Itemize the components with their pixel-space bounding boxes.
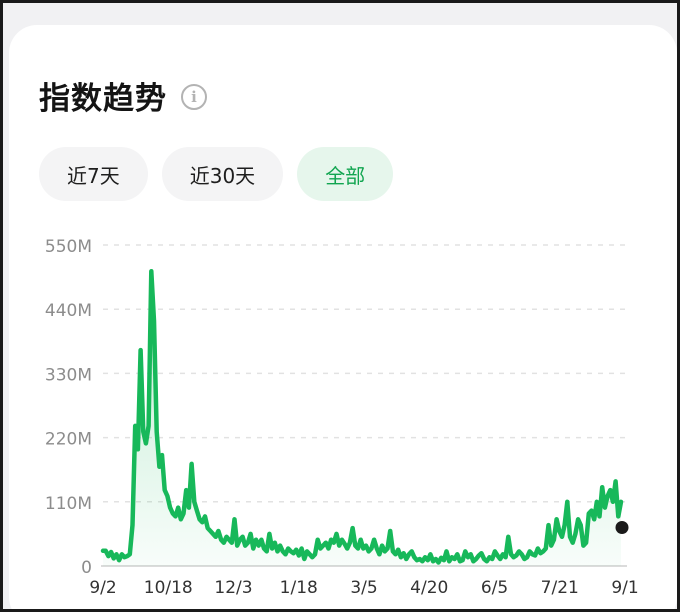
x-tick-label: 1/18: [280, 578, 318, 598]
x-tick-label: 9/1: [611, 578, 638, 598]
series-line: [100, 269, 624, 565]
tab-last-7-days[interactable]: 近7天: [39, 147, 148, 201]
latest-point-marker: [615, 520, 629, 534]
y-tick-label: 440M: [45, 301, 92, 321]
title-row: 指数趋势 i: [39, 73, 207, 118]
y-tick-label: 0: [81, 558, 92, 578]
y-tick-label: 550M: [45, 237, 92, 257]
y-tick-label: 110M: [45, 494, 92, 514]
x-tick-label: 7/21: [541, 578, 579, 598]
y-tick-label: 220M: [45, 430, 92, 450]
x-tick-label: 6/5: [481, 578, 508, 598]
info-icon[interactable]: i: [181, 83, 207, 110]
x-tick-label: 10/18: [144, 578, 193, 598]
x-tick-label: 12/3: [214, 578, 252, 598]
y-tick-label: 330M: [45, 365, 92, 385]
tab-all[interactable]: 全部: [297, 147, 394, 201]
series-area: [103, 271, 621, 566]
x-tick-label: 4/20: [410, 578, 448, 598]
tab-last-30-days[interactable]: 近30天: [161, 147, 284, 201]
x-tick-label: 9/2: [89, 578, 116, 598]
x-tick-label: 3/5: [350, 578, 377, 598]
trend-chart: 0 110M 220M 330M 440M 550M 9/2 10/18 12/3 1/18 3/5…: [45, 237, 639, 598]
range-tabs: 近7天 近30天 全部: [39, 147, 394, 201]
page-title: 指数趋势: [39, 81, 167, 117]
